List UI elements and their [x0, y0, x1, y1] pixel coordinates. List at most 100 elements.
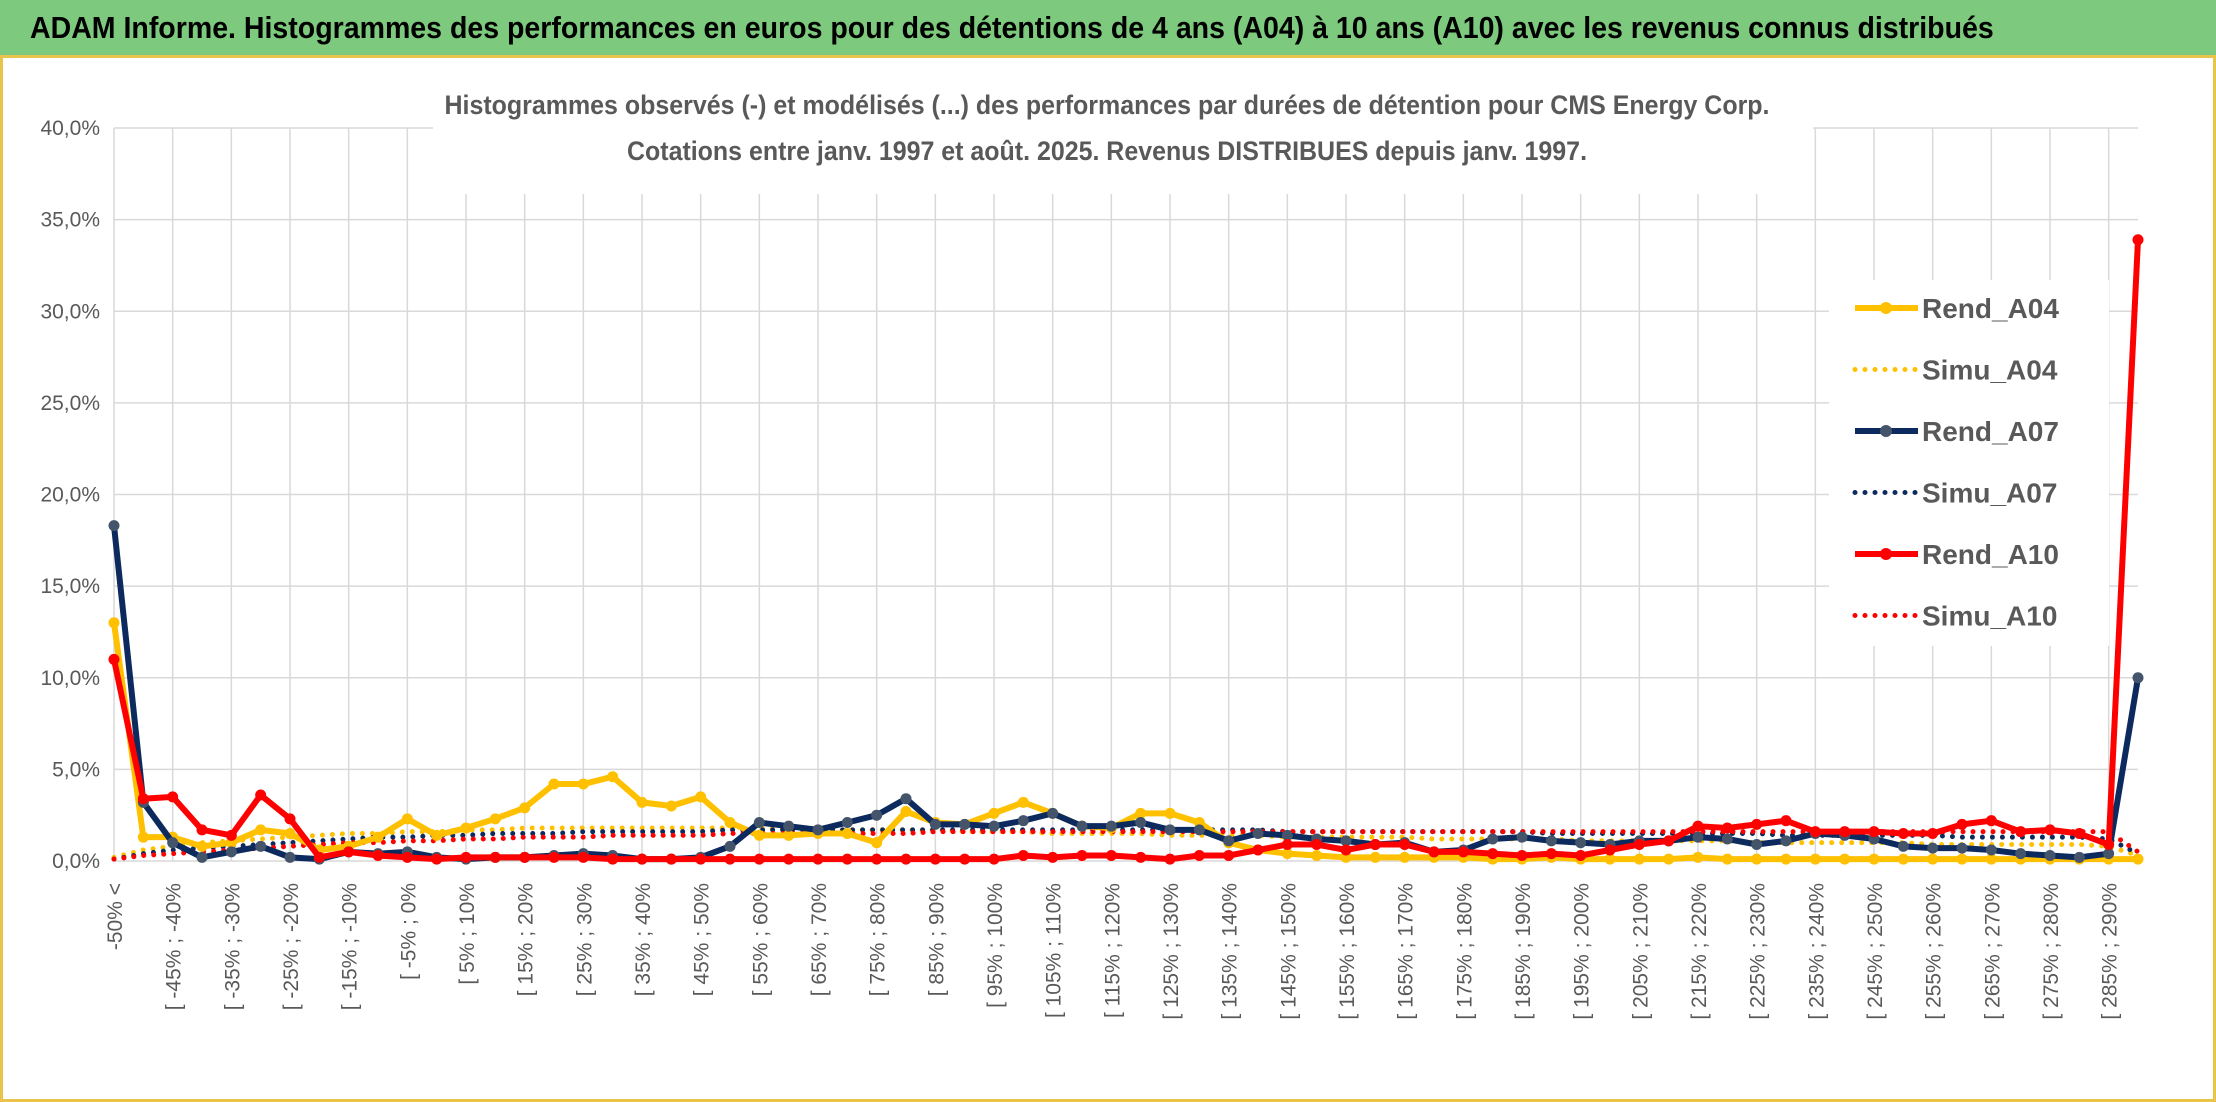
data-point-Rend_A07 — [1545, 835, 1557, 847]
data-point-Rend_A04 — [753, 829, 765, 841]
data-point-Rend_A10 — [2015, 826, 2027, 838]
data-point-Rend_A10 — [1956, 818, 1968, 830]
data-point-Rend_A07 — [1897, 840, 1909, 852]
data-point-Rend_A07 — [167, 837, 179, 849]
x-tick-label: [ 235% ; 240% — [1805, 883, 1828, 1020]
data-point-Rend_A04 — [783, 829, 795, 841]
data-point-Rend_A07 — [1985, 844, 1997, 856]
data-point-Rend_A04 — [1897, 853, 1909, 865]
data-point-Rend_A10 — [1457, 846, 1469, 858]
y-tick-label: 0,0% — [52, 850, 100, 873]
data-point-Rend_A10 — [1135, 851, 1147, 863]
data-point-Rend_A04 — [137, 831, 149, 843]
data-point-Rend_A10 — [1751, 818, 1763, 830]
data-point-Rend_A07 — [1105, 820, 1117, 832]
data-point-Rend_A07 — [1487, 833, 1499, 845]
data-point-Rend_A10 — [577, 851, 589, 863]
data-point-Rend_A07 — [1047, 807, 1059, 819]
data-point-Rend_A10 — [1604, 844, 1616, 856]
x-tick-label: [ 135% ; 140% — [1219, 883, 1242, 1020]
data-point-Rend_A10 — [1487, 848, 1499, 860]
data-point-Rend_A04 — [1135, 807, 1147, 819]
data-point-Rend_A07 — [196, 851, 208, 863]
y-tick-label: 25,0% — [40, 392, 100, 415]
data-point-Rend_A07 — [1721, 833, 1733, 845]
x-tick-label: [ 55% ; 60% — [749, 883, 772, 996]
chart-subtitle: Cotations entre janv. 1997 et août. 2025… — [627, 136, 1587, 166]
data-point-Rend_A04 — [372, 831, 384, 843]
data-point-Rend_A07 — [1164, 824, 1176, 836]
data-point-Rend_A04 — [1369, 851, 1381, 863]
data-point-Rend_A04 — [431, 829, 443, 841]
data-point-Rend_A10 — [2073, 828, 2085, 840]
data-point-Rend_A10 — [284, 813, 296, 825]
legend-label: Rend_A04 — [1922, 293, 2059, 324]
data-point-Rend_A07 — [783, 820, 795, 832]
legend-item-Rend_A07: Rend_A07 — [1855, 416, 2059, 447]
data-point-Rend_A10 — [1692, 820, 1704, 832]
data-point-Rend_A10 — [1780, 815, 1792, 827]
data-point-Rend_A07 — [1017, 815, 1029, 827]
data-point-Rend_A04 — [460, 822, 472, 834]
data-point-Rend_A04 — [489, 813, 501, 825]
data-point-Rend_A10 — [1047, 851, 1059, 863]
x-tick-label: [ 285% ; 290% — [2099, 883, 2122, 1020]
legend-item-Rend_A04: Rend_A04 — [1855, 293, 2059, 324]
data-point-Rend_A07 — [2103, 848, 2115, 860]
data-point-Rend_A04 — [1721, 853, 1733, 865]
y-tick-label: 10,0% — [40, 667, 100, 690]
data-point-Rend_A07 — [1340, 835, 1352, 847]
legend-label: Simu_A07 — [1922, 478, 2057, 509]
data-point-Rend_A07 — [1076, 820, 1088, 832]
data-point-Rend_A10 — [1164, 853, 1176, 865]
data-point-Rend_A10 — [1633, 839, 1645, 851]
data-point-Rend_A04 — [1399, 851, 1411, 863]
data-point-Rend_A10 — [1663, 835, 1675, 847]
data-point-Rend_A10 — [1927, 828, 1939, 840]
histogram-chart: 0,0% 5,0% 10,0% 15,0% 20,0% 25,0% 30,0% 35,0% 40… — [40, 86, 2144, 1020]
x-tick-label: [ -35% ; -30% — [221, 883, 244, 1010]
data-point-Rend_A04 — [1927, 853, 1939, 865]
x-tick-label: [ 195% ; 200% — [1571, 883, 1594, 1020]
data-point-Rend_A10 — [1721, 822, 1733, 834]
legend-marker — [1880, 425, 1892, 437]
data-point-Rend_A10 — [519, 851, 531, 863]
data-point-Rend_A10 — [929, 853, 941, 865]
data-point-Rend_A04 — [1692, 851, 1704, 863]
data-point-Rend_A07 — [225, 846, 237, 858]
data-point-Rend_A10 — [1897, 828, 1909, 840]
x-tick-label: [ 65% ; 70% — [808, 883, 831, 996]
legend-background — [1829, 280, 2109, 646]
legend-marker — [1880, 548, 1892, 560]
x-tick-label: [ 175% ; 180% — [1453, 883, 1476, 1020]
data-point-Rend_A07 — [1281, 829, 1293, 841]
x-tick-label: [ -5% ; 0% — [397, 883, 420, 980]
data-point-Rend_A10 — [1399, 839, 1411, 851]
data-point-Rend_A07 — [108, 520, 120, 532]
legend-label: Rend_A10 — [1922, 539, 2059, 570]
data-point-Rend_A07 — [871, 809, 883, 821]
y-tick-label: 5,0% — [52, 758, 100, 781]
data-point-Rend_A10 — [137, 793, 149, 805]
data-point-Rend_A04 — [1751, 853, 1763, 865]
banner-title: ADAM Informe. Histogrammes des performan… — [30, 10, 1994, 45]
data-point-Rend_A10 — [1839, 826, 1851, 838]
data-point-Rend_A10 — [313, 851, 325, 863]
data-point-Rend_A10 — [1252, 844, 1264, 856]
data-point-Rend_A10 — [1311, 839, 1323, 851]
y-tick-label: 35,0% — [40, 209, 100, 232]
data-point-Rend_A10 — [1369, 839, 1381, 851]
data-point-Rend_A10 — [1516, 850, 1528, 862]
data-point-Rend_A10 — [2044, 824, 2056, 836]
x-tick-label: [ 15% ; 20% — [515, 883, 538, 996]
x-tick-label: [ -45% ; -40% — [163, 883, 186, 1010]
data-point-Rend_A07 — [1223, 835, 1235, 847]
data-point-Rend_A07 — [255, 840, 267, 852]
data-point-Rend_A10 — [343, 846, 355, 858]
data-point-Rend_A10 — [1428, 846, 1440, 858]
data-point-Rend_A04 — [695, 791, 707, 803]
data-point-Rend_A10 — [988, 853, 1000, 865]
data-point-Rend_A10 — [1545, 848, 1557, 860]
data-point-Rend_A07 — [988, 820, 1000, 832]
x-tick-label: [ 45% ; 50% — [691, 883, 714, 996]
